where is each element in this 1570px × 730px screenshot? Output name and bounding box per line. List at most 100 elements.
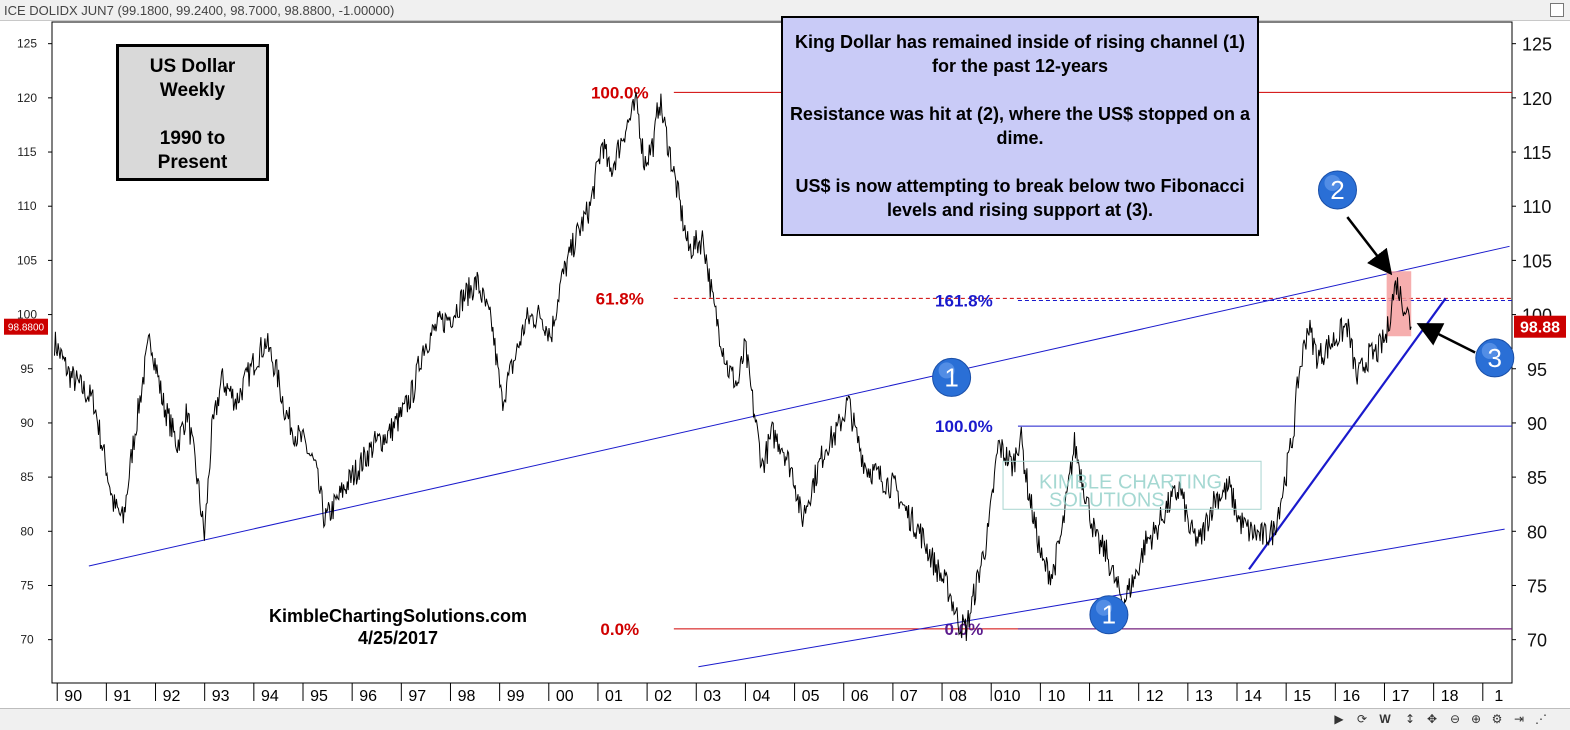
x-tick-label: 12 bbox=[1146, 688, 1164, 705]
symbol-label: ICE DOLIDX JUN7 bbox=[4, 3, 114, 18]
x-tick-label: 18 bbox=[1441, 688, 1459, 705]
trend-line bbox=[1248, 297, 1447, 570]
y-tick-label-left: 100 bbox=[17, 308, 37, 322]
x-tick-label: 98 bbox=[458, 688, 476, 705]
window-restore-button[interactable] bbox=[1550, 3, 1564, 17]
fib-level-label: 61.8% bbox=[596, 289, 644, 308]
y-tick-label-right: 115 bbox=[1523, 143, 1552, 163]
channel-marker-label: 2 bbox=[1330, 175, 1344, 205]
price-tag-left-label: 98.8800 bbox=[8, 323, 45, 334]
x-tick-label: 00 bbox=[556, 688, 574, 705]
channel-marker-label: 3 bbox=[1488, 343, 1502, 373]
channel-marker-label: 1 bbox=[944, 362, 958, 392]
trend-line bbox=[88, 245, 1510, 567]
x-tick-label: 13 bbox=[1195, 688, 1213, 705]
fib-level-label: 0.0% bbox=[945, 620, 984, 639]
channel-marker-label: 1 bbox=[1102, 600, 1116, 630]
period-weekly-button[interactable]: W bbox=[1379, 712, 1391, 726]
x-tick-label: 95 bbox=[310, 688, 328, 705]
marker-shine bbox=[1481, 342, 1498, 359]
resize-grip-icon[interactable]: ⋰ bbox=[1535, 712, 1547, 726]
y-tick-label-right: 85 bbox=[1527, 468, 1547, 488]
callout-arrow bbox=[1346, 216, 1393, 276]
x-tick-label: 04 bbox=[753, 688, 771, 705]
x-tick-label: 16 bbox=[1342, 688, 1360, 705]
x-tick-label: 05 bbox=[802, 688, 820, 705]
y-tick-label-left: 105 bbox=[17, 253, 37, 267]
zoom-out-icon[interactable]: ⊖ bbox=[1449, 712, 1461, 726]
watermark-text: KIMBLE CHARTING bbox=[1039, 471, 1222, 493]
fib-level-label: 0.0% bbox=[600, 620, 639, 639]
x-tick-label: 92 bbox=[163, 688, 181, 705]
x-tick-label: 10 bbox=[1047, 688, 1065, 705]
zoom-in-icon[interactable]: ⊕ bbox=[1470, 712, 1482, 726]
x-tick-label: 06 bbox=[851, 688, 869, 705]
credit-site: KimbleChartingSolutions.com bbox=[269, 606, 527, 626]
refresh-icon[interactable]: ⟳ bbox=[1356, 712, 1368, 726]
y-tick-label-left: 110 bbox=[17, 199, 36, 213]
y-tick-label-left: 95 bbox=[20, 362, 34, 376]
x-tick-label: 91 bbox=[113, 688, 131, 705]
annotation-box: King Dollar has remained inside of risin… bbox=[781, 16, 1259, 236]
y-tick-label-right: 80 bbox=[1527, 522, 1547, 542]
fib-level-label: 100.0% bbox=[935, 417, 993, 436]
scroll-right-icon[interactable]: ▶ bbox=[1334, 712, 1344, 726]
y-tick-label-left: 90 bbox=[20, 416, 34, 430]
x-tick-label: 17 bbox=[1392, 688, 1410, 705]
price-series-line bbox=[54, 91, 1412, 642]
settings-icon[interactable]: ⚙ bbox=[1491, 712, 1503, 726]
chart-toolbar: ▶ ⟳ W ↕ ✥ ⊖ ⊕ ⚙ ⇥ ⋰ bbox=[0, 708, 1570, 730]
x-tick-label: 93 bbox=[212, 688, 230, 705]
y-tick-label-left: 85 bbox=[20, 470, 34, 484]
x-tick-label: 11 bbox=[1097, 688, 1114, 705]
x-tick-label: 03 bbox=[703, 688, 721, 705]
marker-shine bbox=[938, 362, 955, 379]
callout-arrow bbox=[1416, 323, 1476, 354]
x-tick-label: 15 bbox=[1293, 688, 1311, 705]
vertical-scale-icon[interactable]: ↕ bbox=[1404, 712, 1416, 726]
ohlc-readout: (99.1800, 99.2400, 98.7000, 98.8800, -1.… bbox=[117, 3, 395, 18]
y-tick-label-right: 95 bbox=[1527, 360, 1547, 380]
move-icon[interactable]: ✥ bbox=[1426, 712, 1438, 726]
watermark-text: SOLUTIONS bbox=[1049, 489, 1165, 511]
y-tick-label-right: 105 bbox=[1522, 251, 1552, 271]
price-tag-right-label: 98.88 bbox=[1520, 320, 1560, 337]
chart-title-box: US Dollar Weekly 1990 to Present bbox=[116, 44, 269, 181]
next-icon[interactable]: ⇥ bbox=[1513, 712, 1525, 726]
symbol-readout: ICE DOLIDX JUN7 (99.1800, 99.2400, 98.70… bbox=[4, 3, 394, 18]
title-line: Present bbox=[157, 152, 228, 173]
watermark-frame bbox=[1002, 460, 1262, 510]
x-tick-label: 94 bbox=[261, 688, 279, 705]
fib-level-label: 161.8% bbox=[935, 291, 993, 310]
title-line: 1990 to bbox=[159, 128, 226, 149]
y-tick-label-left: 120 bbox=[17, 91, 37, 105]
y-tick-label-right: 110 bbox=[1523, 197, 1552, 217]
y-tick-label-right: 120 bbox=[1522, 89, 1552, 109]
price-tag-left bbox=[4, 318, 48, 335]
fib-level-label: 100.0% bbox=[591, 83, 649, 102]
x-tick-label: 96 bbox=[359, 688, 377, 705]
x-tick-label: 02 bbox=[654, 688, 672, 705]
annotation-paragraph: Resistance was hit at (2), where the US$… bbox=[789, 104, 1251, 148]
annotation-paragraph: King Dollar has remained inside of risin… bbox=[794, 32, 1246, 76]
credit-date: 4/25/2017 bbox=[358, 628, 438, 648]
x-tick-label: 010 bbox=[994, 688, 1021, 705]
x-tick-label: 14 bbox=[1244, 688, 1262, 705]
x-tick-label: 99 bbox=[507, 688, 525, 705]
y-tick-label-right: 90 bbox=[1527, 414, 1547, 434]
y-tick-label-right: 125 bbox=[1522, 35, 1552, 55]
x-tick-label: 1 bbox=[1494, 688, 1503, 705]
marker-shine bbox=[1324, 174, 1341, 191]
y-tick-label-left: 115 bbox=[17, 145, 36, 159]
y-tick-label-left: 75 bbox=[20, 578, 34, 592]
x-tick-label: 07 bbox=[900, 688, 918, 705]
title-line bbox=[119, 103, 266, 127]
x-tick-label: 01 bbox=[605, 688, 623, 705]
title-line: US Dollar bbox=[149, 56, 236, 77]
y-tick-label-left: 70 bbox=[20, 633, 34, 647]
price-tag-right bbox=[1514, 315, 1566, 338]
x-tick-label: 97 bbox=[408, 688, 426, 705]
x-tick-label: 08 bbox=[949, 688, 967, 705]
y-tick-label-right: 75 bbox=[1527, 576, 1547, 596]
